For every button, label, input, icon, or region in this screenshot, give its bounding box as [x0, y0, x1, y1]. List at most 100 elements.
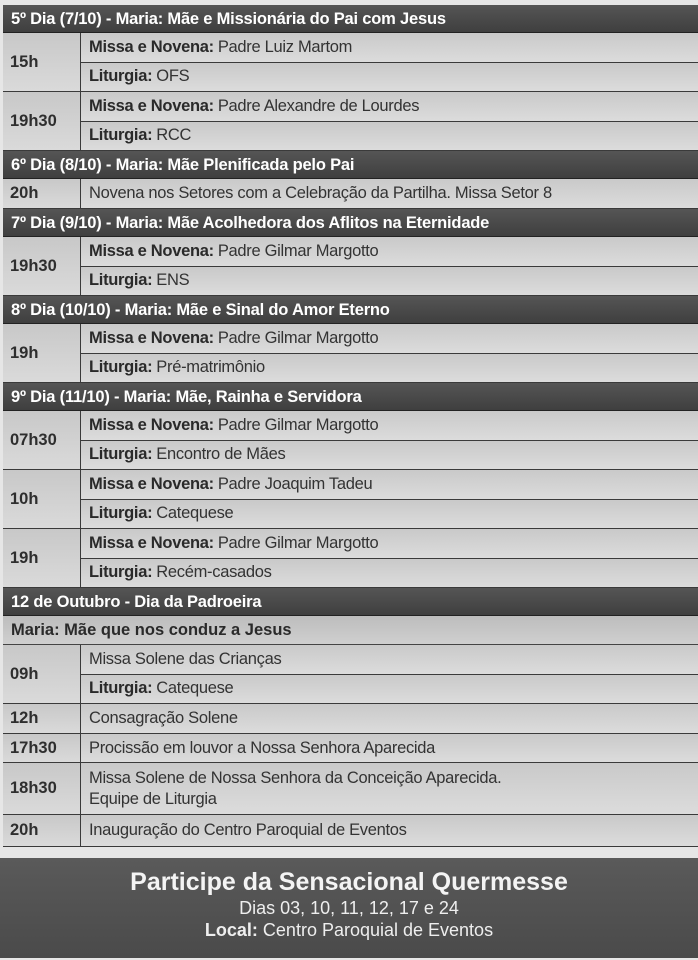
day-subheader: Maria: Mãe que nos conduz a Jesus	[3, 616, 698, 645]
event-label: Liturgia:	[89, 358, 153, 377]
schedule-row: 17h30 Procissão em louvor a Nossa Senhora…	[3, 734, 698, 763]
event-text: Padre Gilmar Margotto	[217, 241, 379, 260]
event-text: Padre Gilmar Margotto	[217, 328, 379, 347]
event-cell: Liturgia: ENS	[81, 265, 698, 295]
event-text: Inauguração do Centro Paroquial de Event…	[89, 821, 407, 839]
banner-location: Local: Centro Paroquial de Eventos	[0, 920, 698, 941]
event-cells: Consagração Solene	[81, 704, 698, 733]
time-cell: 12h	[3, 704, 81, 733]
event-cells: Missa Solene das Crianças Liturgia: Catequ…	[81, 645, 698, 703]
time-cell: 10h	[3, 470, 81, 528]
event-cell: Liturgia: RCC	[81, 120, 698, 150]
day-section: 6º Dia (8/10) - Maria: Mãe Plenificada p…	[3, 151, 698, 209]
event-cell: Missa e Novena: Padre Gilmar Margotto	[81, 237, 698, 266]
event-cell: Missa Solene de Nossa Senhora da Conceiç…	[81, 763, 698, 814]
event-text: Consagração Solene	[89, 709, 238, 727]
event-cells: Missa e Novena: Padre Alexandre de Lourde…	[81, 92, 698, 150]
event-cell: Liturgia: Encontro de Mães	[81, 439, 698, 469]
event-cell: Inauguração do Centro Paroquial de Event…	[81, 815, 698, 846]
schedule-row: 09h Missa Solene das Crianças Liturgia: Cat…	[3, 645, 698, 704]
event-cell: Missa e Novena: Padre Gilmar Margotto	[81, 324, 698, 353]
day-section: 8º Dia (10/10) - Maria: Mãe e Sinal do A…	[3, 296, 698, 383]
day-section: 5º Dia (7/10) - Maria: Mãe e Missionária…	[3, 5, 698, 151]
event-cell: Novena nos Setores com a Celebração da P…	[81, 179, 698, 208]
event-cell: Missa Solene das Crianças	[81, 645, 698, 674]
schedule-table: 5º Dia (7/10) - Maria: Mãe e Missionária…	[3, 5, 698, 847]
time-cell: 09h	[3, 645, 81, 703]
event-text: OFS	[156, 67, 190, 86]
location-value: Centro Paroquial de Eventos	[262, 920, 494, 940]
event-label: Liturgia:	[89, 504, 153, 523]
event-label: Liturgia:	[89, 67, 153, 86]
day-header: 9º Dia (11/10) - Maria: Mãe, Rainha e Se…	[3, 383, 698, 411]
event-text: Procissão em louvor a Nossa Senhora Apar…	[89, 738, 436, 757]
event-label: Missa e Novena:	[89, 37, 214, 56]
time-cell: 18h30	[3, 763, 81, 814]
event-text: Encontro de Mães	[156, 445, 286, 464]
schedule-row: 10h Missa e Novena: Padre Joaquim Tadeu Lit…	[3, 470, 698, 529]
event-label: Liturgia:	[89, 679, 153, 698]
day-header: 7º Dia (9/10) - Maria: Mãe Acolhedora do…	[3, 209, 698, 237]
event-label: Liturgia:	[89, 271, 153, 290]
time-cell: 20h	[3, 815, 81, 846]
schedule-row: 18h30 Missa Solene de Nossa Senhora da Co…	[3, 763, 698, 815]
event-text: Recém-casados	[156, 563, 272, 582]
day-header: 12 de Outubro - Dia da Padroeira	[3, 588, 698, 616]
event-cell: Procissão em louvor a Nossa Senhora Apar…	[81, 734, 698, 762]
event-label: Liturgia:	[89, 563, 153, 582]
time-cell: 19h	[3, 324, 81, 382]
schedule-row: 15h Missa e Novena: Padre Luiz Martom Litur…	[3, 33, 698, 92]
location-label: Local:	[204, 920, 258, 940]
schedule-row: 12h Consagração Solene	[3, 704, 698, 734]
event-cells: Missa e Novena: Padre Gilmar Margotto Litu…	[81, 529, 698, 587]
event-cell: Missa e Novena: Padre Luiz Martom	[81, 33, 698, 62]
time-cell: 19h30	[3, 237, 81, 295]
schedule-row: 19h30 Missa e Novena: Padre Alexandre de L…	[3, 92, 698, 151]
event-cell: Liturgia: OFS	[81, 61, 698, 91]
schedule-row: 20h Novena nos Setores com a Celebração d…	[3, 179, 698, 209]
event-cell: Liturgia: Catequese	[81, 498, 698, 528]
event-text: Padre Gilmar Margotto	[217, 533, 379, 552]
time-cell: 15h	[3, 33, 81, 91]
banner-title: Participe da Sensacional Quermesse	[130, 868, 568, 896]
event-cells: Procissão em louvor a Nossa Senhora Apar…	[81, 734, 698, 762]
event-cell: Missa e Novena: Padre Alexandre de Lourde…	[81, 92, 698, 121]
day-header: 5º Dia (7/10) - Maria: Mãe e Missionária…	[3, 5, 698, 33]
event-cells: Missa e Novena: Padre Luiz Martom Liturgia…	[81, 33, 698, 91]
event-text: Catequese	[156, 504, 234, 523]
event-text: Missa Solene de Nossa Senhora da Conceiç…	[89, 768, 502, 787]
event-text: Padre Alexandre de Lourdes	[217, 96, 420, 115]
event-cell: Missa e Novena: Padre Gilmar Margotto	[81, 529, 698, 558]
schedule-row: 19h Missa e Novena: Padre Gilmar Margotto L…	[3, 529, 698, 588]
schedule-row: 07h30 Missa e Novena: Padre Gilmar Margott…	[3, 411, 698, 470]
time-cell: 07h30	[3, 411, 81, 469]
event-text: RCC	[156, 126, 192, 145]
event-label: Missa e Novena:	[89, 415, 214, 434]
day-section: 12 de Outubro - Dia da Padroeira Maria: M…	[3, 588, 698, 847]
time-cell: 19h30	[3, 92, 81, 150]
event-cells: Missa e Novena: Padre Gilmar Margotto Litu…	[81, 324, 698, 382]
event-cells: Novena nos Setores com a Celebração da P…	[81, 179, 698, 208]
event-label: Missa e Novena:	[89, 328, 214, 347]
event-text: Pré-matrimônio	[156, 358, 265, 377]
event-label: Missa e Novena:	[89, 241, 214, 260]
schedule-row: 19h30 Missa e Novena: Padre Gilmar Margott…	[3, 237, 698, 296]
event-label: Missa e Novena:	[89, 533, 214, 552]
event-label: Liturgia:	[89, 126, 153, 145]
event-cells: Missa Solene de Nossa Senhora da Conceiç…	[81, 763, 698, 814]
event-text: Equipe de Liturgia	[89, 789, 217, 808]
event-text: Padre Luiz Martom	[217, 37, 353, 56]
schedule-row: 19h Missa e Novena: Padre Gilmar Margotto L…	[3, 324, 698, 383]
day-header: 6º Dia (8/10) - Maria: Mãe Plenificada p…	[3, 151, 698, 179]
event-cells: Missa e Novena: Padre Gilmar Margotto Litu…	[81, 237, 698, 295]
banner-dates: Dias 03, 10, 11, 12, 17 e 24	[239, 898, 459, 918]
event-cell: Liturgia: Recém-casados	[81, 557, 698, 587]
event-text: Padre Joaquim Tadeu	[217, 474, 373, 493]
event-text: Padre Gilmar Margotto	[217, 415, 379, 434]
day-header: 8º Dia (10/10) - Maria: Mãe e Sinal do A…	[3, 296, 698, 324]
event-cell: Missa e Novena: Padre Gilmar Margotto	[81, 411, 698, 440]
event-text: Novena nos Setores com a Celebração da P…	[89, 184, 552, 202]
event-cell: Missa e Novena: Padre Joaquim Tadeu	[81, 470, 698, 499]
day-section: 7º Dia (9/10) - Maria: Mãe Acolhedora do…	[3, 209, 698, 296]
time-cell: 19h	[3, 529, 81, 587]
